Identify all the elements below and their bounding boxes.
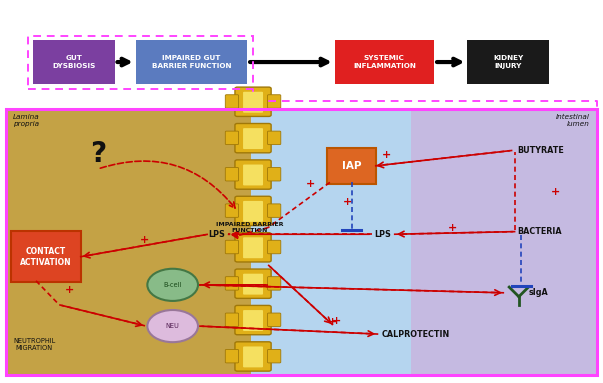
Text: ?: ?	[90, 141, 106, 169]
FancyBboxPatch shape	[226, 95, 239, 108]
FancyBboxPatch shape	[411, 109, 597, 375]
Text: CALPROTECTIN: CALPROTECTIN	[381, 330, 449, 339]
FancyBboxPatch shape	[235, 342, 271, 371]
FancyBboxPatch shape	[467, 40, 549, 84]
FancyBboxPatch shape	[268, 277, 281, 290]
Text: sIgA: sIgA	[529, 288, 549, 297]
Text: Lamina
propria: Lamina propria	[13, 114, 40, 127]
FancyBboxPatch shape	[243, 347, 263, 367]
Text: +: +	[328, 317, 338, 327]
Text: +: +	[343, 197, 352, 207]
Text: BACTERIA: BACTERIA	[517, 227, 562, 236]
Text: KIDNEY
INJURY: KIDNEY INJURY	[493, 56, 523, 69]
Text: LPS: LPS	[374, 230, 391, 239]
FancyBboxPatch shape	[226, 204, 239, 218]
FancyBboxPatch shape	[226, 240, 239, 254]
FancyBboxPatch shape	[235, 160, 271, 189]
FancyBboxPatch shape	[235, 232, 271, 262]
Text: +: +	[65, 285, 75, 295]
FancyBboxPatch shape	[268, 167, 281, 181]
FancyBboxPatch shape	[235, 305, 271, 335]
FancyBboxPatch shape	[226, 313, 239, 327]
FancyBboxPatch shape	[243, 92, 263, 113]
FancyBboxPatch shape	[243, 165, 263, 185]
FancyBboxPatch shape	[235, 87, 271, 116]
FancyBboxPatch shape	[33, 40, 115, 84]
Text: NEU: NEU	[166, 323, 180, 329]
Text: +: +	[306, 179, 315, 189]
FancyBboxPatch shape	[268, 240, 281, 254]
FancyBboxPatch shape	[268, 313, 281, 327]
Text: B-cell: B-cell	[163, 282, 182, 288]
Text: IMPAIRED GUT
BARRIER FUNCTION: IMPAIRED GUT BARRIER FUNCTION	[152, 56, 231, 69]
FancyBboxPatch shape	[335, 40, 434, 84]
FancyBboxPatch shape	[243, 310, 263, 331]
Text: +: +	[382, 150, 391, 160]
Text: LPS: LPS	[209, 230, 226, 239]
FancyBboxPatch shape	[226, 349, 239, 363]
Circle shape	[147, 310, 198, 342]
Text: +: +	[332, 316, 341, 326]
FancyBboxPatch shape	[235, 269, 271, 298]
Text: +: +	[140, 234, 150, 245]
FancyBboxPatch shape	[251, 109, 597, 375]
FancyBboxPatch shape	[235, 123, 271, 153]
FancyBboxPatch shape	[226, 277, 239, 290]
Text: Intestinal
lumen: Intestinal lumen	[556, 114, 590, 127]
FancyBboxPatch shape	[268, 204, 281, 218]
Circle shape	[147, 269, 198, 301]
Text: +: +	[447, 223, 457, 232]
Text: IAP: IAP	[342, 161, 361, 171]
FancyBboxPatch shape	[268, 95, 281, 108]
FancyBboxPatch shape	[243, 201, 263, 222]
FancyBboxPatch shape	[268, 349, 281, 363]
Text: BUTYRATE: BUTYRATE	[517, 146, 564, 155]
FancyBboxPatch shape	[226, 167, 239, 181]
FancyBboxPatch shape	[226, 131, 239, 145]
Text: IMPAIRED BARRIER
FUNCTION: IMPAIRED BARRIER FUNCTION	[216, 222, 284, 233]
FancyBboxPatch shape	[6, 109, 251, 375]
Text: CONTACT
ACTIVATION: CONTACT ACTIVATION	[20, 247, 72, 267]
Text: SYSTEMIC
INFLAMMATION: SYSTEMIC INFLAMMATION	[353, 56, 416, 69]
Text: +: +	[551, 187, 560, 197]
FancyBboxPatch shape	[243, 274, 263, 295]
FancyBboxPatch shape	[243, 128, 263, 149]
FancyBboxPatch shape	[11, 231, 81, 282]
FancyBboxPatch shape	[136, 40, 247, 84]
FancyBboxPatch shape	[327, 148, 376, 184]
FancyBboxPatch shape	[235, 196, 271, 226]
FancyBboxPatch shape	[243, 237, 263, 258]
Text: GUT
DYSBIOSIS: GUT DYSBIOSIS	[52, 56, 95, 69]
FancyBboxPatch shape	[268, 131, 281, 145]
Text: NEUTROPHIL
MIGRATION: NEUTROPHIL MIGRATION	[13, 338, 55, 352]
